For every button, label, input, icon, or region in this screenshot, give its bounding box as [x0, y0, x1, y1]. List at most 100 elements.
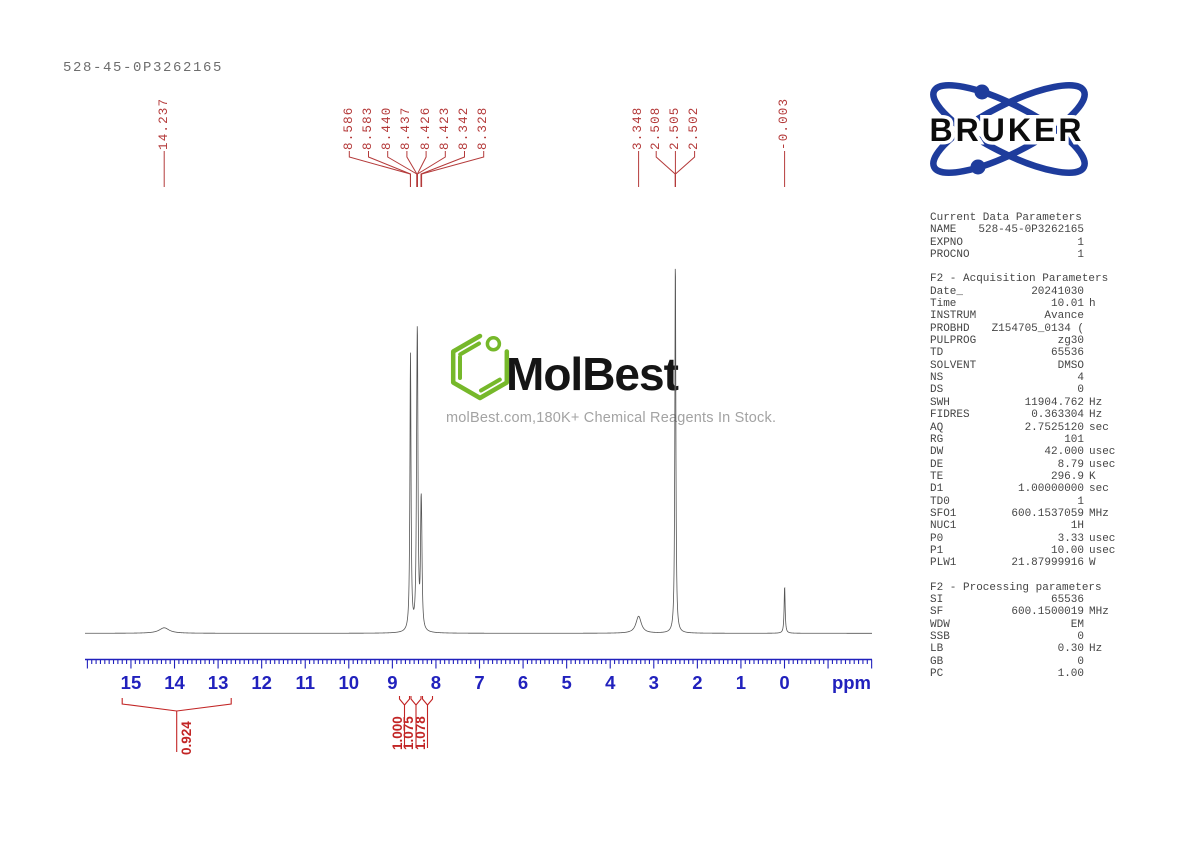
axis-tick-label: 2	[692, 672, 702, 693]
param-value: 1	[1077, 495, 1084, 508]
axis-tick-label: 0	[779, 672, 789, 693]
molbest-hexagon-icon	[450, 333, 510, 401]
peak-connector	[368, 151, 411, 187]
param-row: D1 1.00000000 sec	[930, 483, 1120, 495]
nmr-trace	[85, 268, 872, 634]
param-value: 1.00	[1057, 668, 1084, 681]
param-row: TD 65536	[930, 347, 1120, 359]
param-row: SSB 0	[930, 631, 1120, 643]
param-unit	[1084, 310, 1120, 322]
param-row: FIDRES 0.363304 Hz	[930, 409, 1120, 421]
param-key: WDW	[930, 618, 950, 631]
param-unit	[1084, 520, 1120, 532]
axis-tick-label: 12	[251, 672, 272, 693]
param-key: SSB	[930, 631, 950, 643]
param-row: AQ 2.7525120 sec	[930, 422, 1120, 434]
param-value: 11904.762	[1024, 396, 1084, 409]
peak-connector	[417, 151, 446, 187]
param-row: GB 0	[930, 656, 1120, 668]
peak-ppm-label: 8.426	[418, 106, 433, 150]
param-value: 600.1537059	[1011, 507, 1084, 520]
param-value: 10.01	[1050, 298, 1084, 311]
molbest-tagline: molBest.com,180K+ Chemical Reagents In S…	[446, 410, 777, 426]
bruker-logo: BRUKER	[926, 82, 1088, 176]
param-row: NS 4	[930, 372, 1120, 384]
param-key: PLW1	[930, 557, 957, 570]
param-key: SFO1	[930, 507, 957, 520]
axis-tick-label: 13	[208, 672, 229, 693]
param-value: zg30	[1057, 335, 1084, 348]
param-value: 65536	[1050, 593, 1084, 606]
param-value: Avance	[1044, 310, 1084, 323]
param-row: TE 296.9 K	[930, 471, 1120, 483]
param-row: SWH 11904.762 Hz	[930, 397, 1120, 409]
param-key: NS	[930, 372, 944, 385]
param-row: PROCNO 1	[930, 249, 1120, 261]
param-row: DW 42.000 usec	[930, 446, 1120, 458]
param-value: 1H	[1070, 520, 1084, 533]
peak-ppm-label: 8.328	[476, 106, 491, 150]
param-value: Z154705_0134 (	[991, 322, 1084, 335]
param-unit	[1084, 224, 1120, 236]
param-unit: usec	[1089, 544, 1116, 557]
param-unit	[1084, 347, 1120, 359]
param-section-header: F2 - Acquisition Parameters	[930, 273, 1109, 286]
param-key: AQ	[930, 421, 944, 434]
param-row: SF 600.1500019 MHz	[930, 606, 1120, 618]
bruker-orbit-icon	[930, 82, 1088, 176]
integral-bracket	[121, 698, 232, 752]
param-value: 1	[1077, 236, 1084, 249]
param-value: 296.9	[1050, 470, 1084, 483]
param-row: PROBHD Z154705_0134 (	[930, 323, 1120, 335]
param-unit	[1084, 384, 1120, 396]
param-row: SOLVENT DMSO	[930, 360, 1120, 372]
axis-tick-label: 14	[164, 672, 185, 693]
axis-tick-label: 15	[121, 672, 142, 693]
param-value: 1.00000000	[1017, 483, 1084, 496]
integral-brackets	[121, 696, 434, 752]
peak-ppm-label: 8.583	[361, 106, 376, 150]
param-value: 20241030	[1031, 285, 1084, 298]
param-key: SWH	[930, 396, 950, 409]
param-unit: usec	[1089, 458, 1116, 471]
param-value: 21.87999916	[1011, 557, 1084, 570]
peak-connector	[675, 151, 696, 187]
param-value: 1	[1077, 249, 1084, 262]
param-key: P1	[930, 544, 944, 557]
param-unit: W	[1089, 557, 1096, 570]
peak-ppm-label: 3.348	[631, 106, 646, 150]
ppm-axis: 15 14 13 12 11 10 9 8 7 6 5 4 3 2 1 0 ppm	[85, 658, 873, 693]
param-unit	[1084, 631, 1120, 643]
param-unit: usec	[1089, 446, 1116, 459]
peak-connector	[348, 151, 411, 187]
param-key: LB	[930, 643, 944, 656]
axis-tick-label: 11	[295, 672, 315, 693]
peak-ppm-label: 2.505	[667, 106, 682, 150]
parameters-panel: Current Data Parameters NAME 528-45-0P3262…	[930, 212, 1120, 680]
param-unit: usec	[1089, 532, 1116, 545]
axis-tick-label: 6	[518, 672, 528, 693]
param-row: Date_ 20241030	[930, 286, 1120, 298]
param-unit	[1084, 335, 1120, 347]
param-value: 101	[1064, 433, 1084, 446]
peak-ppm-label: 8.586	[341, 106, 356, 150]
param-unit	[1084, 496, 1120, 508]
peak-ppm-label: 2.502	[687, 106, 702, 150]
param-unit	[1084, 286, 1120, 298]
param-key: SOLVENT	[930, 359, 977, 372]
param-row: LB 0.30 Hz	[930, 643, 1120, 655]
param-key: SI	[930, 593, 944, 606]
axis-tick-label: 3	[649, 672, 659, 693]
param-row: P0 3.33 usec	[930, 533, 1120, 545]
param-key: P0	[930, 532, 944, 545]
param-unit: Hz	[1089, 396, 1103, 409]
param-key: PULPROG	[930, 335, 977, 348]
param-key: FIDRES	[930, 409, 970, 422]
peak-ppm-label: 8.437	[399, 106, 414, 150]
param-unit	[1084, 249, 1120, 261]
param-unit	[1084, 372, 1120, 384]
integral-bracket	[421, 696, 434, 748]
param-key: GB	[930, 655, 944, 668]
param-value: 3.33	[1057, 532, 1084, 545]
